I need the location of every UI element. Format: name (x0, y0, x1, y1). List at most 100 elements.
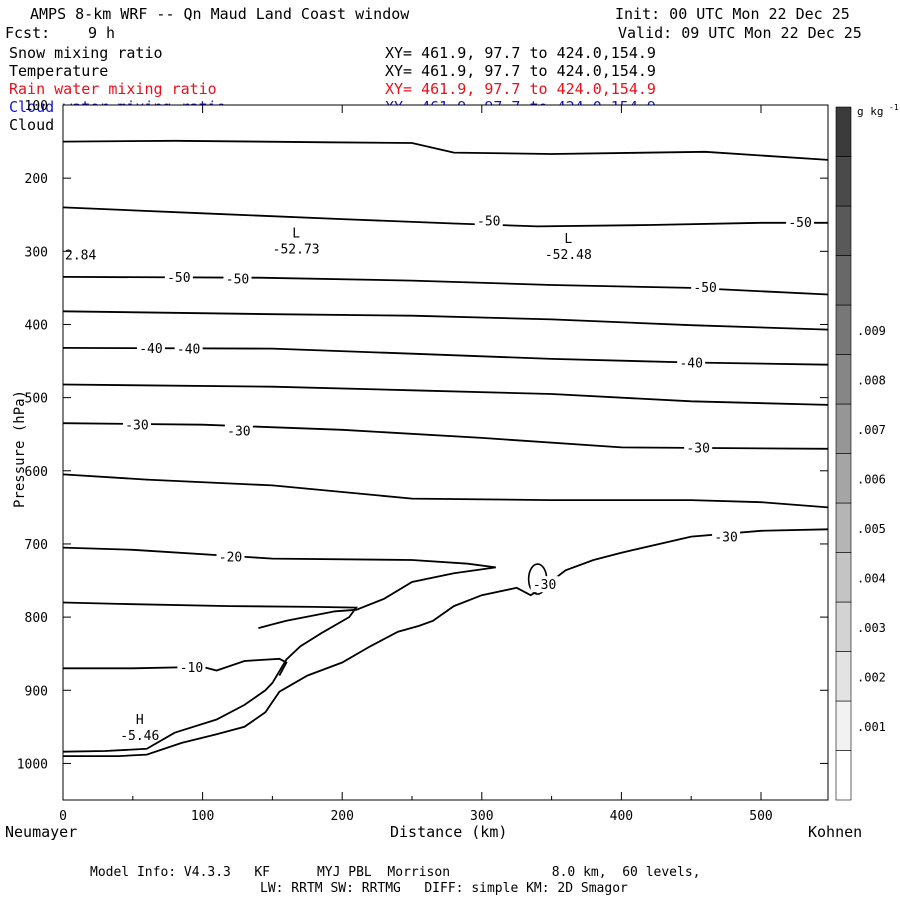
contour-line (62, 346, 829, 366)
x-tick-label: 300 (470, 809, 493, 824)
contour-line (62, 546, 496, 629)
colorbar-swatch (835, 156, 852, 207)
legend-label: Snow mixing ratio (9, 44, 163, 62)
init-time: Init: 00 UTC Mon 22 Dec 25 (615, 5, 850, 23)
colorbar: .001 .002 .003 .004 .005 .006 .007 .008 .009 g kg… (835, 103, 899, 801)
contour-label-bg (691, 279, 720, 296)
contour-label: -30 (533, 578, 556, 593)
colorbar-swatch (835, 255, 852, 306)
extremum-marker: L (564, 232, 572, 247)
valid-time: Valid: 09 UTC Mon 22 Dec 25 (618, 24, 862, 42)
forecast-label: Fcst: (5, 24, 51, 42)
x-tick-label: 500 (749, 809, 772, 824)
x-left-station: Neumayer (5, 823, 78, 841)
contour-line (62, 473, 829, 509)
y-tick-label: 600 (25, 465, 48, 480)
colorbar-unit: g kg (857, 105, 884, 118)
contour-label: -30 (714, 531, 737, 546)
colorbar-swatch (835, 205, 852, 256)
contour-line (62, 383, 829, 406)
contour-line (63, 528, 829, 757)
colorbar-tick-label: .005 (857, 522, 886, 536)
colorbar-swatch (835, 453, 852, 504)
legend-xy: XY= 461.9, 97.7 to 424.0,154.9 (385, 44, 656, 62)
y-tick-label: 200 (25, 172, 48, 187)
x-tick-label: 0 (59, 809, 67, 824)
y-tick-label: 400 (25, 318, 48, 333)
extremum-value: -52.48 (545, 248, 592, 263)
legend-label: Temperature (9, 62, 109, 80)
contour-label-bg (712, 528, 741, 545)
contour-label: -30 (227, 425, 250, 440)
y-axis-title: Pressure (hPa) (12, 390, 28, 509)
contour-label-bg (474, 212, 503, 229)
edge-value: 2.84 (65, 248, 96, 263)
contour-label: -10 (180, 661, 203, 676)
model-info-line1: Model Info: V4.3.3 KF MYJ PBL Morrison 8… (90, 865, 701, 880)
colorbar-swatch (835, 700, 852, 751)
contour-line (62, 310, 829, 331)
model-info-line2: LW: RRTM SW: RRTMG DIFF: simple KM: 2D S… (260, 881, 628, 896)
contour-label: -40 (139, 342, 162, 357)
legend-xy: XY= 461.9, 97.7 to 424.0,154.9 (385, 80, 656, 98)
contour-label-bg (122, 416, 151, 433)
colorbar-swatch (835, 502, 852, 553)
contour-label: -40 (679, 357, 702, 372)
contour-line (62, 422, 829, 450)
y-tick-label: 700 (25, 538, 48, 553)
legend-xy: XY= 461.9, 97.7 to 424.0,154.9 (385, 62, 656, 80)
contour-label-bg (223, 270, 252, 287)
contour-label-bg (224, 422, 253, 439)
y-tick-label: 100 (25, 99, 48, 114)
contour-label-bg (174, 340, 203, 357)
contour-label: -50 (167, 271, 190, 286)
colorbar-tick-label: .009 (857, 324, 886, 338)
x-tick-label: 400 (610, 809, 633, 824)
colorbar-swatch (835, 601, 852, 652)
contour-line (62, 601, 358, 753)
extremum-value: -52.73 (273, 243, 320, 258)
y-tick-label: 1000 (17, 757, 48, 772)
y-tick-label: 800 (25, 611, 48, 626)
contour-label: -50 (693, 281, 716, 296)
forecast-hour: 9 h (88, 24, 116, 42)
extremum-marker: L (292, 227, 300, 242)
contour-label-bg (530, 576, 559, 593)
x-tick-label: 200 (330, 809, 353, 824)
legend-label: Rain water mixing ratio (9, 80, 217, 98)
colorbar-swatch (835, 354, 852, 405)
x-axis-title: Distance (km) (390, 823, 508, 841)
contour-label: -20 (219, 550, 242, 565)
contour-label-bg (786, 214, 815, 231)
colorbar-tick-label: .001 (857, 720, 886, 734)
contour-label-bg (677, 354, 706, 371)
contour-label: -50 (477, 215, 500, 230)
extremum-value: -5.46 (120, 729, 159, 744)
chart-title: AMPS 8-km WRF -- Qn Maud Land Coast wind… (30, 5, 410, 23)
x-right-station: Kohnen (808, 823, 863, 841)
contour-label-bg (136, 339, 165, 356)
y-tick-label: 300 (25, 245, 48, 260)
y-tick-label: 900 (25, 684, 48, 699)
extremum-marker: H (136, 713, 144, 728)
contour-line (62, 139, 829, 161)
colorbar-swatch (835, 651, 852, 702)
colorbar-tick-label: .007 (857, 423, 886, 437)
plot-frame (62, 104, 829, 801)
contour-labels: -50 -50 -50 -50 -50 -40 -40 -40 -30 -30 -30 -20 -30 -… (65, 212, 815, 744)
contour-label-bg (684, 439, 713, 456)
colorbar-tick-label: .004 (857, 571, 886, 585)
colorbar-swatch (835, 403, 852, 454)
colorbar-tick-label: .008 (857, 373, 886, 387)
colorbar-swatch (835, 750, 852, 801)
contour-label: -30 (125, 419, 148, 434)
contour-label: -50 (788, 216, 811, 231)
contour-label: -30 (686, 441, 709, 456)
y-tick-label: 500 (25, 392, 48, 407)
colorbar-tick-label: .006 (857, 472, 886, 486)
colorbar-swatch (835, 106, 852, 157)
colorbar-swatch (835, 304, 852, 355)
axes: 0 100 200 300 400 500 100 200 300 400 500 600 700 800… (17, 99, 828, 824)
contour-label-bg (216, 548, 245, 565)
